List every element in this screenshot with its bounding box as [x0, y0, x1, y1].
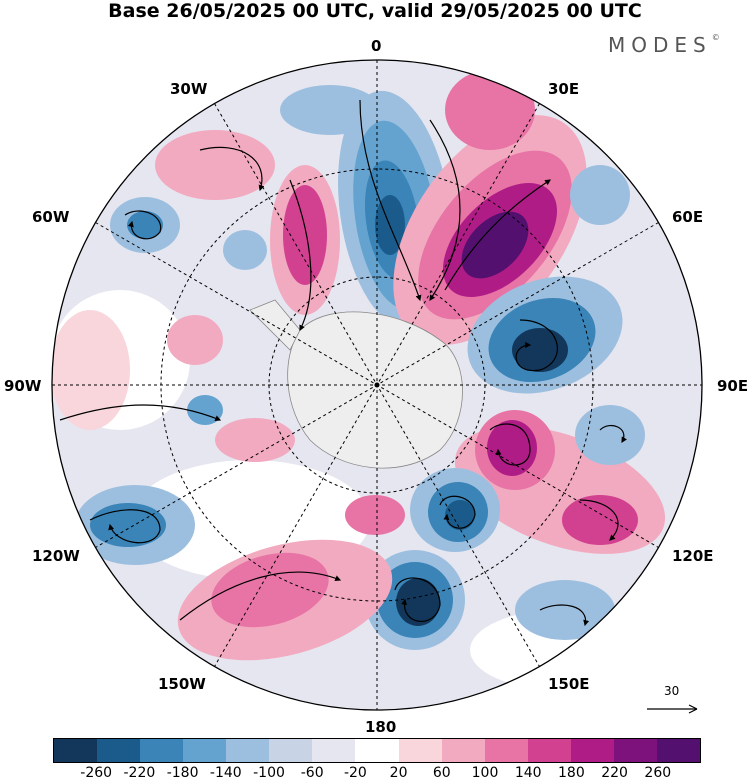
lon-label-120e: 120E: [672, 547, 714, 565]
reference-vector-arrow: [647, 704, 698, 714]
colorbar-swatch-1: [97, 739, 141, 762]
colorbar-tick-label: -180: [166, 765, 199, 781]
lon-label-150w: 150W: [158, 675, 206, 693]
modes-logo: MODES©: [608, 33, 720, 57]
colorbar-swatch-4: [226, 739, 270, 762]
colorbar-swatch-10: [484, 739, 528, 762]
colorbar-swatch-13: [613, 739, 657, 762]
colorbar-ticks: -260 -220 -180 -140 -100 -60 -20 20 60 100 140 180 2…: [0, 765, 750, 783]
colorbar-tick-label: 20: [389, 765, 408, 781]
colorbar-tick-label: 220: [601, 765, 628, 781]
colorbar-swatch-7: [355, 739, 399, 762]
colorbar-swatch-9: [441, 739, 485, 762]
lon-label-60e: 60E: [672, 208, 704, 226]
colorbar-swatch-2: [140, 739, 184, 762]
lon-label-150e: 150E: [548, 675, 590, 693]
colorbar-swatch-3: [183, 739, 227, 762]
colorbar-tick-label: -60: [300, 765, 324, 781]
colorbar-tick-label: 100: [471, 765, 499, 781]
colorbar-swatch-5: [269, 739, 313, 762]
lon-label-120w: 120W: [32, 547, 80, 565]
colorbar-tick-label: 180: [558, 765, 585, 781]
map-boundary: [51, 59, 703, 711]
colorbar-tick-label: 60: [432, 765, 451, 781]
map-title: Base 26/05/2025 00 UTC, valid 29/05/2025…: [108, 0, 642, 22]
colorbar-tick-label: -140: [209, 765, 242, 781]
colorbar-tick-label: 260: [644, 765, 672, 781]
anomaly-field: [52, 60, 702, 710]
lon-label-90e: 90E: [717, 377, 749, 395]
copyright-mark: ©: [711, 33, 720, 42]
reference-vector-label: 30: [664, 684, 680, 698]
lon-label-0: 0: [371, 37, 382, 55]
lon-label-30w: 30W: [170, 80, 208, 98]
colorbar-swatch-14: [656, 739, 700, 762]
colorbar-swatch-8: [398, 739, 442, 762]
brand-name: MODES: [608, 33, 712, 57]
colorbar-swatch-6: [312, 739, 356, 762]
colorbar-swatch-12: [570, 739, 614, 762]
lon-label-60w: 60W: [32, 208, 70, 226]
colorbar-tick-label: -220: [123, 765, 156, 781]
colorbar-tick-label: -100: [253, 765, 285, 781]
colorbar-tick-label: 140: [514, 765, 542, 781]
lon-label-30e: 30E: [548, 80, 580, 98]
streamlines: [59, 99, 627, 627]
lon-label-90w: 90W: [4, 377, 42, 395]
colorbar-tick-label: -260: [80, 765, 113, 781]
colorbar-tick-label: -20: [343, 765, 367, 781]
lon-label-180: 180: [365, 718, 397, 736]
colorbar-swatch-11: [527, 739, 571, 762]
colorbar: [53, 738, 701, 763]
colorbar-swatch-0: [54, 739, 98, 762]
south-pole-marker: [374, 382, 380, 388]
